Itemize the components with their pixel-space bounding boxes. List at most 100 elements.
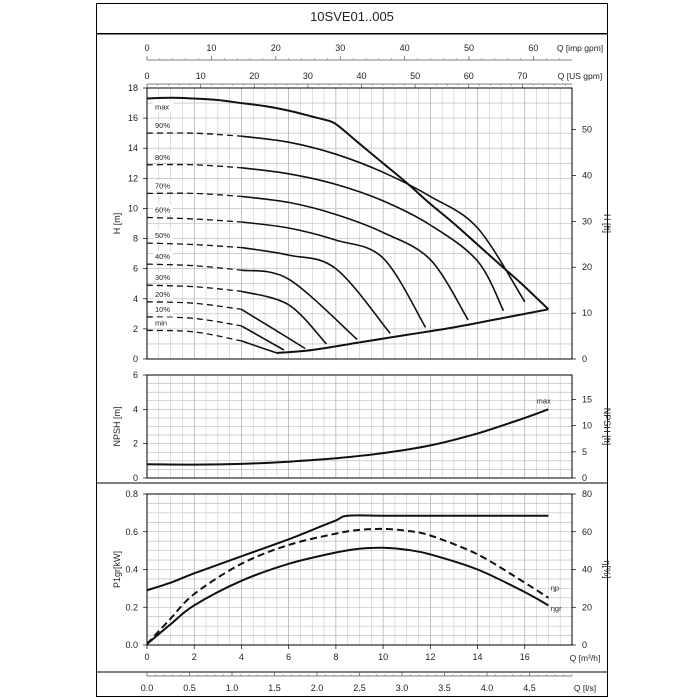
m3h-tick-label: 4	[239, 652, 244, 662]
head-curve-60pct-dashed	[146, 216, 242, 223]
ls-tick-label: 0.0	[141, 683, 154, 693]
imp-gpm-tick-label: 10	[206, 43, 216, 53]
us-gpm-tick-label: 70	[517, 71, 527, 81]
npsh-ytick-label: 6	[133, 370, 138, 380]
head-ytick-label: 16	[128, 113, 138, 123]
head-curve-20pct	[240, 308, 306, 350]
m3h-tick-label: 6	[286, 652, 291, 662]
head-ytick-label: 0	[133, 354, 138, 364]
head-ytick-right-label: 40	[582, 170, 592, 180]
npsh-ytick-label: 4	[133, 404, 138, 414]
power-ytick-label: 0.2	[125, 602, 138, 612]
power-panel	[143, 493, 576, 646]
npsh-curve-max	[146, 408, 549, 466]
head-curve-label-bg	[153, 251, 173, 262]
head-ytick-label: 10	[128, 203, 138, 213]
head-curve-20pct-dashed	[146, 301, 242, 310]
imp-gpm-tick-label: 30	[335, 43, 345, 53]
head-ytick-label: 18	[128, 83, 138, 93]
head-curve-70pct	[241, 195, 469, 321]
head-ytick-label: 8	[133, 234, 138, 244]
npsh-ytick-right-label: 15	[582, 395, 592, 405]
head-curve-label-max: max	[155, 103, 169, 112]
m3h-tick-label: 16	[520, 652, 530, 662]
npsh-ytick-label: 0	[133, 473, 138, 483]
npsh-ytick-right-label: 5	[582, 447, 587, 457]
imp-gpm-tick-label: 0	[144, 43, 149, 53]
head-curve-label-20pct: 20%	[155, 290, 170, 299]
us-gpm-axis-label: Q [US gpm]	[558, 71, 602, 81]
power-ytick-label: 0.6	[125, 527, 138, 537]
head-curve-lower-limit	[276, 308, 549, 354]
head-curve-label-bg	[153, 120, 173, 131]
head-ytick-label: 6	[133, 264, 138, 274]
ls-tick-label: 0.5	[183, 683, 196, 693]
m3h-axis-label: Q [m³/h]	[570, 653, 601, 663]
ls-tick-label: 2.5	[353, 683, 366, 693]
ls-tick-label: 2.0	[311, 683, 324, 693]
power-ytick-label: 0.0	[125, 640, 138, 650]
ls-axis-label: Q [l/s]	[574, 683, 596, 693]
npsh-ytick-label: 2	[133, 439, 138, 449]
efficiency-curve-pump	[146, 527, 549, 645]
npsh-ylabel-right: NPSH [ft]	[602, 408, 612, 446]
efficiency-label-pump: ηp	[551, 583, 559, 592]
efficiency-curve-group	[146, 546, 549, 645]
imp-gpm-tick-label: 20	[271, 43, 281, 53]
ls-tick-label: 4.0	[481, 683, 494, 693]
head-curve-label-bg	[153, 204, 173, 215]
head-curve-70pct-dashed	[146, 192, 242, 198]
head-curve-label-30pct: 30%	[155, 273, 170, 282]
head-curve-label-50pct: 50%	[155, 231, 170, 240]
head-curve-40pct	[241, 269, 358, 341]
head-curve-min-dashed	[146, 329, 242, 342]
head-curve-label-60pct: 60%	[155, 205, 170, 214]
m3h-tick-label: 0	[144, 652, 149, 662]
head-curve-label-bg	[153, 272, 173, 283]
power-ytick-right-label: 40	[582, 565, 592, 575]
m3h-tick-label: 12	[425, 652, 435, 662]
npsh-plot-border	[146, 374, 573, 479]
page-title: 10SVE01..005	[310, 9, 394, 24]
head-curve-50pct	[241, 246, 391, 334]
power-ytick-label: 0.8	[125, 489, 138, 499]
head-curve-90pct	[241, 135, 526, 303]
us-gpm-tick-label: 20	[249, 71, 259, 81]
head-curve-label-80pct: 80%	[155, 153, 170, 162]
power-ytick-right-label: 80	[582, 489, 592, 499]
power-ytick-right-label: 20	[582, 602, 592, 612]
ls-tick-label: 4.5	[523, 683, 536, 693]
us-gpm-tick-label: 40	[356, 71, 366, 81]
head-ytick-right-label: 50	[582, 125, 592, 135]
head-ytick-label: 14	[128, 143, 138, 153]
head-curve-label-bg	[153, 151, 173, 162]
head-curve-label-40pct: 40%	[155, 252, 170, 261]
head-plot-border	[146, 87, 573, 360]
head-ylabel-right: H [ft]	[602, 214, 612, 233]
head-ytick-right-label: 20	[582, 262, 592, 272]
head-curve-label-bg	[153, 303, 173, 314]
head-curve-label-bg	[153, 317, 173, 328]
head-curve-label-bg	[153, 180, 173, 191]
m3h-tick-label: 2	[192, 652, 197, 662]
power-ylabel: P1gr[kW]	[112, 551, 122, 588]
head-curve-label-70pct: 70%	[155, 181, 170, 190]
power-ytick-label: 0.4	[125, 565, 138, 575]
imp-gpm-tick-label: 50	[464, 43, 474, 53]
head-ytick-label: 2	[133, 324, 138, 334]
head-panel	[143, 87, 576, 360]
head-curve-90pct-dashed	[146, 132, 242, 137]
head-curve-label-90pct: 90%	[155, 121, 170, 130]
ls-tick-label: 1.5	[268, 683, 281, 693]
npsh-ytick-right-label: 10	[582, 421, 592, 431]
power-ytick-right-label: 60	[582, 527, 592, 537]
ls-tick-label: 3.5	[438, 683, 451, 693]
m3h-tick-label: 14	[473, 652, 483, 662]
head-curve-10pct	[241, 325, 285, 351]
head-curve-max	[146, 96, 550, 311]
power-ytick-right-label: 0	[582, 640, 587, 650]
head-curve-80pct-dashed	[146, 163, 242, 169]
head-curve-10pct-dashed	[146, 316, 242, 327]
head-ytick-right-label: 0	[582, 354, 587, 364]
